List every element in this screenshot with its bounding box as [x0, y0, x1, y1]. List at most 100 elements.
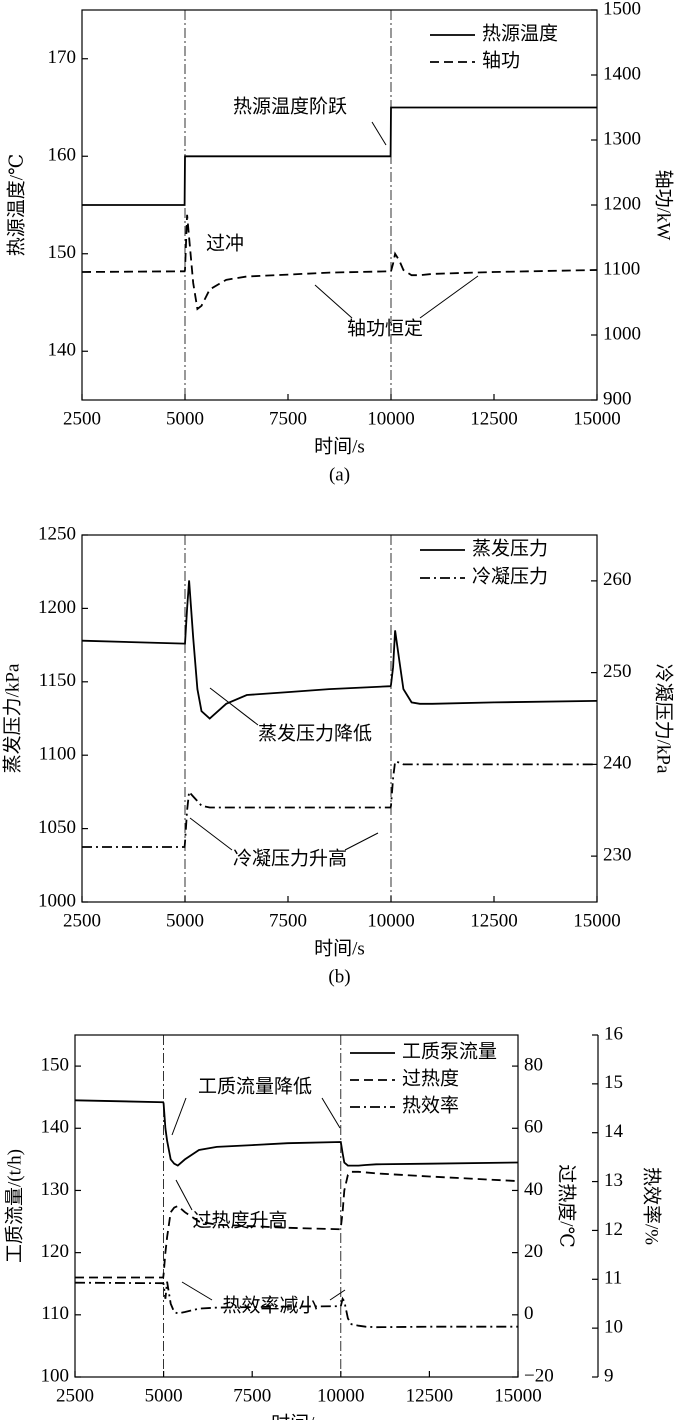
y2-tick-label: 260: [603, 569, 632, 590]
y-tick-label: 1100: [39, 744, 76, 765]
y2-tick-label: 1200: [603, 193, 641, 214]
caption: (b): [328, 966, 350, 987]
series-line: [81, 580, 598, 720]
series-line: [74, 1099, 519, 1167]
y2-tick-label: 230: [603, 844, 632, 865]
x-tick-label: 15000: [494, 1385, 542, 1406]
series-line: [81, 214, 598, 311]
y3-tick-label: 13: [604, 1170, 623, 1191]
annotation: 过冲: [206, 232, 244, 254]
x-tick-label: 10000: [317, 1385, 365, 1406]
annotation: 热效率减小: [222, 1294, 317, 1316]
y-tick-label: 100: [41, 1365, 70, 1386]
y-tick-label: 120: [41, 1241, 70, 1262]
x-tick-label: 12500: [470, 408, 518, 429]
x-tick-label: 5000: [166, 408, 204, 429]
y2-tick-label: 240: [603, 753, 632, 774]
y-tick-label: 140: [41, 1117, 70, 1138]
annotation-leader: [181, 1281, 213, 1301]
y-tick-label: 1200: [38, 597, 76, 618]
annotation-leader: [321, 1097, 341, 1129]
y2-tick-label: 40: [524, 1179, 543, 1200]
legend-label: 冷凝压力: [472, 565, 548, 587]
y2-axis-label: 轴功/kW: [653, 170, 675, 241]
annotation: 热源温度阶跃: [233, 95, 347, 117]
y-tick-label: 150: [41, 1054, 70, 1075]
y-tick-label: 1250: [38, 523, 76, 544]
annotation: 冷凝压力升高: [233, 847, 347, 869]
x-tick-label: 5000: [166, 910, 204, 931]
y3-tick-label: 9: [604, 1365, 614, 1386]
annotation-leader: [329, 1289, 346, 1301]
y2-tick-label: 0: [524, 1303, 534, 1324]
annotation: 蒸发压力降低: [258, 722, 372, 744]
x-tick-label: 15000: [573, 408, 621, 429]
x-tick-label: 12500: [406, 1385, 454, 1406]
x-tick-label: 7500: [269, 408, 307, 429]
y2-tick-label: 80: [524, 1054, 543, 1075]
y-tick-label: 1000: [38, 890, 76, 911]
annotation-leader: [189, 817, 233, 851]
y2-tick-label: 1000: [603, 323, 641, 344]
y2-tick-label: 1300: [603, 128, 641, 149]
x-tick-label: 2500: [63, 910, 101, 931]
annotation-leader: [344, 832, 379, 851]
legend-label: 轴功: [482, 49, 520, 71]
legend-label: 热源温度: [482, 22, 558, 44]
y-tick-label: 110: [41, 1303, 69, 1324]
y2-tick-label: 20: [524, 1241, 543, 1262]
y-tick-label: 140: [48, 340, 77, 361]
y2-tick-label: 1500: [603, 0, 641, 19]
x-tick-label: 7500: [233, 1385, 271, 1406]
y3-tick-label: 12: [604, 1219, 623, 1240]
legend-label: 蒸发压力: [472, 537, 548, 559]
y-axis-label: 工质流量/(t/h): [3, 1149, 25, 1263]
caption: (a): [329, 464, 350, 485]
y3-tick-label: 16: [604, 1023, 623, 1044]
legend-label: 热效率: [402, 1094, 459, 1116]
series-line: [75, 1170, 519, 1279]
y3-tick-label: 14: [604, 1121, 624, 1142]
y3-tick-label: 11: [604, 1268, 622, 1289]
annotation-leader: [371, 121, 387, 146]
annotation: 工质流量降低: [198, 1075, 312, 1097]
annotation: 轴功恒定: [347, 317, 423, 339]
y-axis-label: 蒸发压力/kPa: [1, 663, 23, 773]
annotation: 过热度升高: [192, 1209, 287, 1231]
y3-tick-label: 10: [604, 1317, 623, 1338]
annotation-leader: [209, 687, 259, 726]
series-line: [82, 106, 597, 206]
x-axis-label: 时间/s: [314, 937, 365, 959]
x-tick-label: 7500: [269, 910, 307, 931]
plot-frame: [74, 1034, 519, 1378]
y2-tick-label: 900: [603, 388, 632, 409]
y3-tick-label: 15: [604, 1072, 623, 1093]
x-axis-label: 时间/s: [314, 435, 365, 457]
legend-label: 工质泵流量: [402, 1040, 497, 1062]
series-line: [74, 1281, 518, 1329]
x-tick-label: 10000: [367, 408, 415, 429]
annotation-leader: [314, 284, 353, 319]
x-tick-label: 2500: [63, 408, 101, 429]
y2-axis-label: 冷凝压力/kPa: [653, 664, 675, 774]
x-tick-label: 15000: [573, 910, 621, 931]
y2-tick-label: −20: [524, 1365, 554, 1386]
plot-frame: [81, 534, 598, 903]
legend-label: 过热度: [402, 1067, 459, 1089]
x-axis-label: 时间/s: [271, 1412, 322, 1420]
annotation-leader: [171, 1097, 187, 1136]
y3-axis-label: 热效率/%: [641, 1167, 663, 1245]
y2-tick-label: 250: [603, 661, 632, 682]
y-tick-label: 170: [48, 47, 77, 68]
y2-tick-label: 60: [524, 1117, 543, 1138]
y2-axis-label: 过热度/℃: [556, 1164, 578, 1248]
y2-tick-label: 1100: [603, 258, 640, 279]
y-tick-label: 1150: [39, 670, 76, 691]
x-tick-label: 10000: [367, 910, 415, 931]
y-axis-label: 热源温度/℃: [5, 154, 27, 257]
y-tick-label: 150: [48, 242, 77, 263]
x-tick-label: 5000: [145, 1385, 183, 1406]
series-line: [82, 760, 597, 848]
